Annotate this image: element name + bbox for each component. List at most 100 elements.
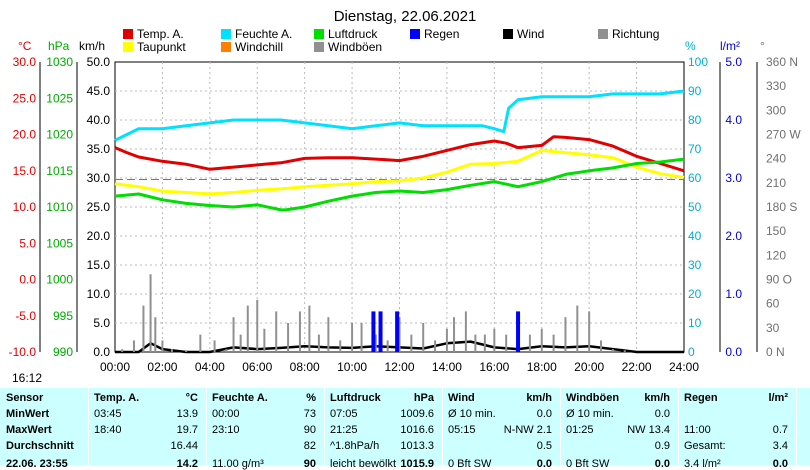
stats-time: 00:00 xyxy=(212,408,240,420)
stats-time: 05:15 xyxy=(448,424,476,436)
tick-x: 24:00 xyxy=(669,360,699,374)
tick-direction: 240 xyxy=(766,152,786,166)
tick-rain: 0.0 xyxy=(725,345,742,359)
legend-label: Temp. A. xyxy=(137,27,184,41)
stats-time: Gesamt: xyxy=(684,440,726,452)
legend-label: Windchill xyxy=(235,40,283,54)
tick-temp: 5.0 xyxy=(19,236,36,250)
legend: Temp. A. Feuchte A. Luftdruck Regen Wind Rich… xyxy=(123,27,659,54)
rain-bar xyxy=(516,311,521,352)
tick-x: 02:00 xyxy=(147,360,177,374)
stats-time: 11.00 g/m³ xyxy=(212,458,264,470)
tick-humidity: 70 xyxy=(688,142,702,156)
tick-direction: 60 xyxy=(766,297,780,311)
stats-value: 0.0 xyxy=(654,458,670,470)
stats-time: 07:05 xyxy=(330,408,358,420)
tick-x: 06:00 xyxy=(242,360,272,374)
series-layer xyxy=(114,89,685,354)
tick-rain: 2.0 xyxy=(725,229,742,243)
stats-header: Wind xyxy=(448,392,475,404)
tick-humidity: 20 xyxy=(688,287,702,301)
tick-pressure: 995 xyxy=(53,309,73,323)
unit-wind: km/h xyxy=(79,39,105,53)
tick-x: 16:00 xyxy=(479,360,509,374)
tick-x: 00:00 xyxy=(100,360,130,374)
legend-label: Wind xyxy=(517,27,544,41)
legend-label: Richtung xyxy=(612,27,659,41)
unit-pressure: hPa xyxy=(48,39,70,53)
tick-direction: 150 xyxy=(766,224,786,238)
tick-direction: 120 xyxy=(766,248,786,262)
tick-temp: 15.0 xyxy=(13,164,37,178)
stats-value: 3.4 xyxy=(772,440,788,452)
stats-header: Temp. A. xyxy=(94,392,140,404)
series-feuchte-a- xyxy=(114,89,685,142)
unit-rain: l/m² xyxy=(720,39,740,53)
tick-humidity: 80 xyxy=(688,113,702,127)
stats-table: Sensor MinWert MaxWert Durchschnitt 22.06. 2… xyxy=(0,388,810,470)
legend-swatch xyxy=(221,29,231,39)
stats-unit: hPa xyxy=(413,392,434,404)
tick-rain: 3.0 xyxy=(725,171,742,185)
tick-rain: 5.0 xyxy=(725,55,742,69)
tick-x: 08:00 xyxy=(290,360,320,374)
stats-header: Luftdruck xyxy=(330,392,381,404)
unit-temp: °C xyxy=(18,39,32,53)
tick-wind: 40.0 xyxy=(87,113,111,127)
tick-direction: 180 S xyxy=(766,200,797,214)
tick-wind: 15.0 xyxy=(87,258,111,272)
tick-wind: 45.0 xyxy=(87,84,111,98)
stats-time: 01:25 xyxy=(566,424,594,436)
stats-col-sensor: Sensor MinWert MaxWert Durchschnitt 22.06. 2… xyxy=(0,388,89,470)
legend-label: Regen xyxy=(424,27,459,41)
stats-time: 23:10 xyxy=(212,424,240,436)
tick-humidity: 40 xyxy=(688,229,702,243)
tick-wind: 20.0 xyxy=(87,229,111,243)
tick-direction: 270 W xyxy=(766,128,801,142)
chart-title: Dienstag, 22.06.2021 xyxy=(334,8,477,25)
grid xyxy=(115,62,684,352)
tick-direction: 0 N xyxy=(766,345,785,359)
tick-x: 22:00 xyxy=(622,360,652,374)
stats-value: 0.0 xyxy=(536,458,552,470)
weather-chart: Dienstag, 22.06.2021 Temp. A. Feuchte A. L… xyxy=(9,8,802,385)
tick-wind: 35.0 xyxy=(87,142,111,156)
legend-swatch xyxy=(598,29,608,39)
stats-value: 0.0 xyxy=(536,408,552,420)
tick-direction: 90 O xyxy=(766,273,792,287)
legend-label: Windböen xyxy=(328,40,382,54)
stats-value: 0.9 xyxy=(654,440,670,452)
tick-rain: 4.0 xyxy=(725,113,742,127)
stats-time: leicht bewölkt xyxy=(330,458,397,470)
legend-swatch xyxy=(314,42,324,52)
tick-pressure: 1030 xyxy=(46,55,73,69)
unit-direction: ° xyxy=(760,39,765,53)
tick-wind: 50.0 xyxy=(87,55,111,69)
tick-direction: 330 xyxy=(766,79,786,93)
tick-temp: 25.0 xyxy=(13,91,37,105)
tick-wind: 25.0 xyxy=(87,200,111,214)
legend-swatch xyxy=(123,29,133,39)
tick-x: 20:00 xyxy=(574,360,604,374)
tick-pressure: 990 xyxy=(53,345,73,359)
tick-humidity: 0 xyxy=(688,345,695,359)
series-taupunkt xyxy=(114,148,685,196)
legend-swatch xyxy=(503,29,513,39)
legend-label: Taupunkt xyxy=(137,40,186,54)
tick-pressure: 1020 xyxy=(46,128,73,142)
tick-wind: 0.0 xyxy=(93,345,110,359)
stats-unit: km/h xyxy=(644,392,670,404)
rain-bar xyxy=(371,311,376,352)
stats-time: 03:45 xyxy=(94,408,122,420)
axis-units: °C hPa km/h % l/m² ° xyxy=(18,39,765,53)
stats-header: Windböen xyxy=(566,392,620,404)
tick-pressure: 1000 xyxy=(46,273,73,287)
legend-label: Feuchte A. xyxy=(235,27,292,41)
stats-col-wind: Wind km/h Ø 10 min. 0.0 05:15 N-NW 2.1 0.5 0 Bf… xyxy=(442,388,561,470)
stats-unit: km/h xyxy=(526,392,552,404)
stats-row-label: MinWert xyxy=(6,408,50,420)
series-luftdruck xyxy=(114,157,685,212)
stats-value: 14.2 xyxy=(176,458,198,470)
stats-time: Ø 10 min. xyxy=(448,408,496,420)
stats-value: 16.44 xyxy=(170,440,198,452)
